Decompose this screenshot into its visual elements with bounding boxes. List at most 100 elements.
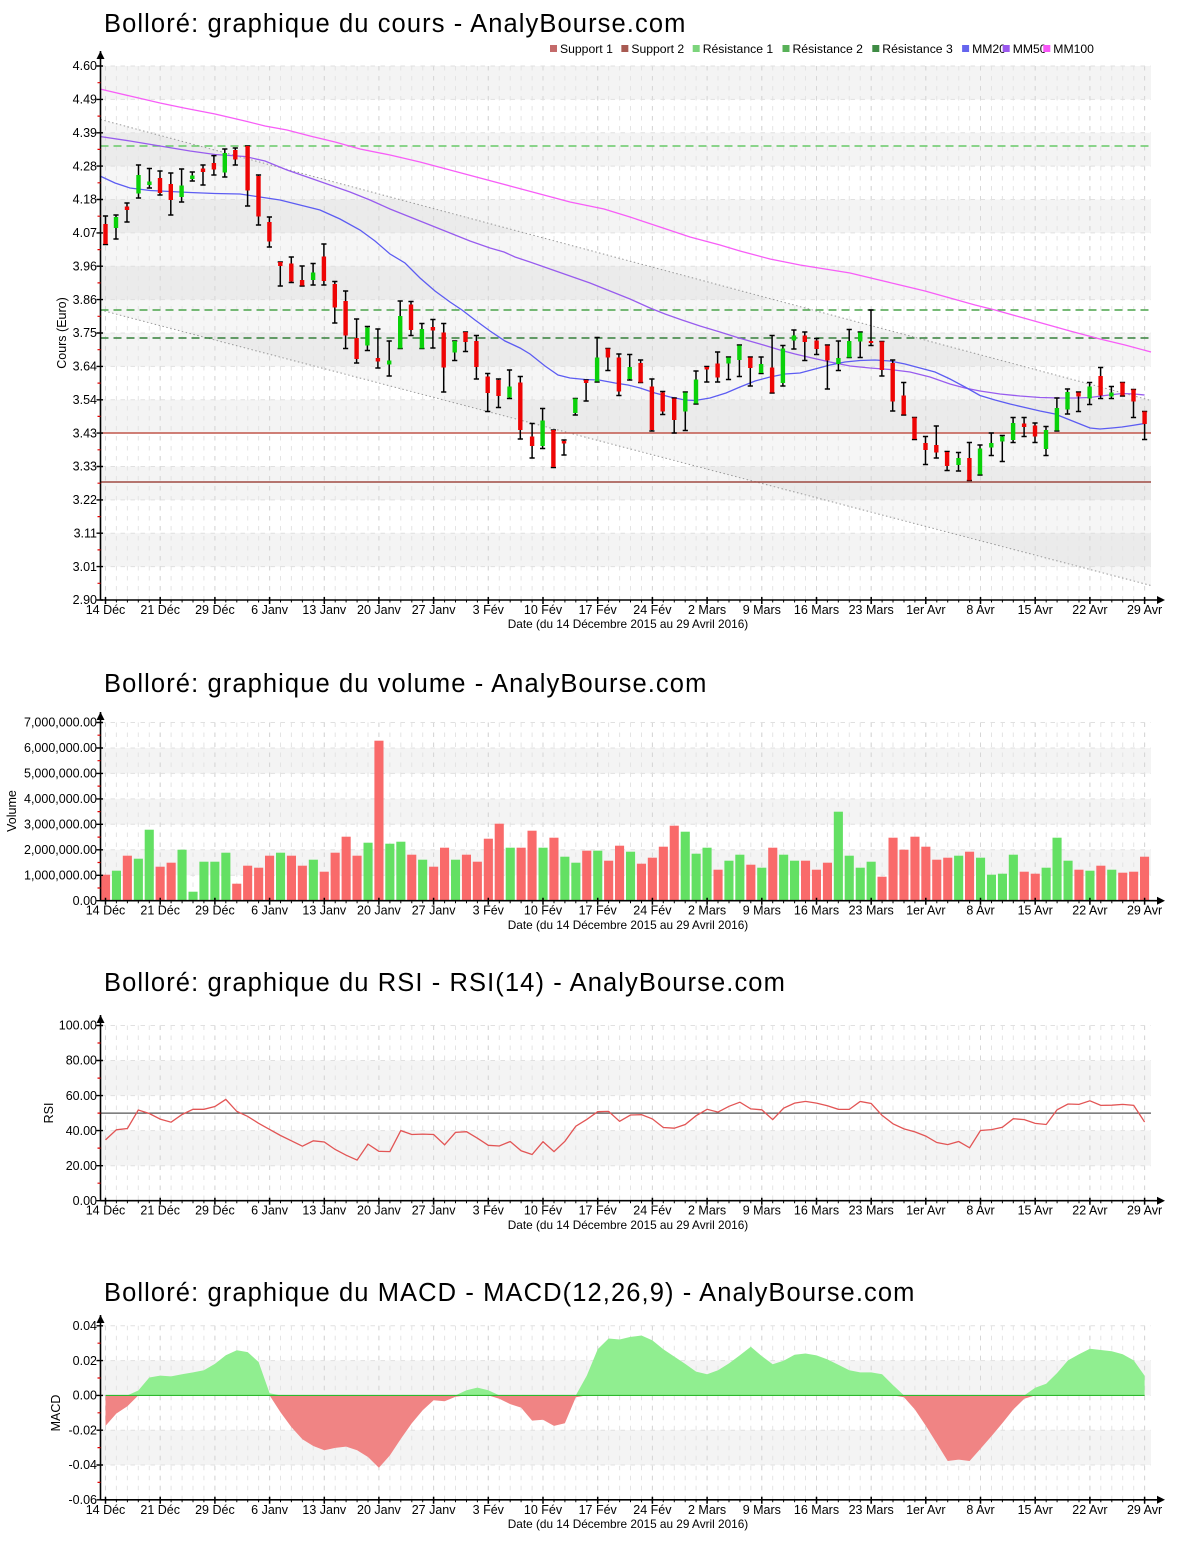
svg-text:21 Déc: 21 Déc [140, 603, 180, 617]
svg-text:14 Déc: 14 Déc [86, 904, 126, 918]
svg-text:Date (du 14 Décembre 2015 au 2: Date (du 14 Décembre 2015 au 29 Avril 20… [508, 918, 749, 932]
svg-text:29 Avr: 29 Avr [1127, 1503, 1162, 1517]
svg-text:23 Mars: 23 Mars [849, 904, 894, 918]
svg-text:5,000,000.00: 5,000,000.00 [24, 767, 97, 781]
svg-text:Volume: Volume [5, 790, 19, 832]
svg-text:40.00: 40.00 [66, 1124, 97, 1138]
svg-text:Résistance 1: Résistance 1 [703, 42, 774, 56]
svg-text:3 Fév: 3 Fév [473, 1204, 505, 1218]
svg-text:29 Avr: 29 Avr [1127, 603, 1162, 617]
svg-text:0.00: 0.00 [73, 1389, 97, 1403]
svg-text:10 Fév: 10 Fév [524, 1503, 563, 1517]
svg-text:2 Mars: 2 Mars [688, 1204, 726, 1218]
svg-text:13 Janv: 13 Janv [302, 603, 347, 617]
svg-text:23 Mars: 23 Mars [849, 1503, 894, 1517]
svg-text:2 Mars: 2 Mars [688, 1503, 726, 1517]
svg-text:27 Janv: 27 Janv [412, 1503, 457, 1517]
svg-text:29 Déc: 29 Déc [195, 904, 235, 918]
svg-text:9 Mars: 9 Mars [743, 603, 781, 617]
svg-text:1,000,000.00: 1,000,000.00 [24, 869, 97, 883]
svg-text:27 Janv: 27 Janv [412, 603, 457, 617]
svg-text:20 Janv: 20 Janv [357, 1204, 402, 1218]
svg-text:14 Déc: 14 Déc [86, 1204, 126, 1218]
svg-text:17 Fév: 17 Fév [579, 1503, 618, 1517]
svg-text:6 Janv: 6 Janv [251, 1204, 289, 1218]
svg-text:Cours (Euro): Cours (Euro) [55, 297, 69, 369]
svg-text:Date (du 14 Décembre 2015 au 2: Date (du 14 Décembre 2015 au 29 Avril 20… [508, 1218, 749, 1232]
svg-text:22 Avr: 22 Avr [1072, 904, 1107, 918]
svg-text:RSI: RSI [42, 1103, 56, 1124]
svg-text:0.00: 0.00 [73, 894, 97, 908]
svg-text:10 Fév: 10 Fév [524, 904, 563, 918]
svg-text:10 Fév: 10 Fév [524, 603, 563, 617]
svg-text:15 Avr: 15 Avr [1018, 904, 1053, 918]
svg-text:2 Mars: 2 Mars [688, 904, 726, 918]
svg-text:Résistance 2: Résistance 2 [793, 42, 864, 56]
svg-text:3.96: 3.96 [73, 259, 97, 273]
svg-text:21 Déc: 21 Déc [140, 904, 180, 918]
svg-text:16 Mars: 16 Mars [794, 603, 839, 617]
svg-text:1er Avr: 1er Avr [906, 904, 945, 918]
svg-text:22 Avr: 22 Avr [1072, 1204, 1107, 1218]
svg-text:-0.02: -0.02 [69, 1423, 98, 1437]
svg-text:9 Mars: 9 Mars [743, 1204, 781, 1218]
svg-text:21 Déc: 21 Déc [140, 1204, 180, 1218]
svg-text:6 Janv: 6 Janv [251, 904, 289, 918]
svg-text:1er Avr: 1er Avr [906, 1204, 945, 1218]
svg-text:20 Janv: 20 Janv [357, 1503, 402, 1517]
svg-text:4.49: 4.49 [73, 93, 97, 107]
svg-text:80.00: 80.00 [66, 1054, 97, 1068]
svg-text:MM100: MM100 [1053, 42, 1094, 56]
svg-text:Résistance 3: Résistance 3 [882, 42, 953, 56]
svg-text:3.54: 3.54 [73, 393, 97, 407]
svg-text:15 Avr: 15 Avr [1018, 1503, 1053, 1517]
svg-text:23 Mars: 23 Mars [849, 1204, 894, 1218]
svg-text:14 Déc: 14 Déc [86, 1503, 126, 1517]
svg-text:29 Avr: 29 Avr [1127, 904, 1162, 918]
svg-text:16 Mars: 16 Mars [794, 1204, 839, 1218]
svg-text:0.00: 0.00 [73, 1194, 97, 1208]
svg-text:24 Fév: 24 Fév [633, 1204, 672, 1218]
svg-text:29 Déc: 29 Déc [195, 1204, 235, 1218]
svg-text:1er Avr: 1er Avr [906, 1503, 945, 1517]
svg-text:15 Avr: 15 Avr [1018, 1204, 1053, 1218]
svg-text:2,000,000.00: 2,000,000.00 [24, 843, 97, 857]
svg-text:17 Fév: 17 Fév [579, 904, 618, 918]
svg-text:13 Janv: 13 Janv [302, 1503, 347, 1517]
svg-text:3 Fév: 3 Fév [473, 603, 505, 617]
svg-text:3.75: 3.75 [73, 326, 97, 340]
svg-text:29 Déc: 29 Déc [195, 1503, 235, 1517]
svg-text:2 Mars: 2 Mars [688, 603, 726, 617]
svg-text:16 Mars: 16 Mars [794, 1503, 839, 1517]
svg-text:17 Fév: 17 Fév [579, 1204, 618, 1218]
svg-text:29 Avr: 29 Avr [1127, 1204, 1162, 1218]
svg-text:-0.04: -0.04 [69, 1458, 98, 1472]
svg-text:20.00: 20.00 [66, 1159, 97, 1173]
svg-text:13 Janv: 13 Janv [302, 1204, 347, 1218]
svg-text:3.64: 3.64 [73, 360, 97, 374]
svg-text:MM50: MM50 [1013, 42, 1047, 56]
svg-text:14 Déc: 14 Déc [86, 603, 126, 617]
svg-text:1er Avr: 1er Avr [906, 603, 945, 617]
svg-text:9 Mars: 9 Mars [743, 904, 781, 918]
svg-text:Support 2: Support 2 [631, 42, 684, 56]
svg-text:3,000,000.00: 3,000,000.00 [24, 818, 97, 832]
svg-text:24 Fév: 24 Fév [633, 603, 672, 617]
svg-text:4.18: 4.18 [73, 193, 97, 207]
svg-text:27 Janv: 27 Janv [412, 1204, 457, 1218]
svg-text:9 Mars: 9 Mars [743, 1503, 781, 1517]
svg-text:20 Janv: 20 Janv [357, 904, 402, 918]
svg-text:Date (du 14 Décembre 2015 au 2: Date (du 14 Décembre 2015 au 29 Avril 20… [508, 617, 749, 631]
svg-text:8 Avr: 8 Avr [966, 603, 994, 617]
svg-text:3 Fév: 3 Fév [473, 1503, 505, 1517]
svg-text:3.22: 3.22 [73, 493, 97, 507]
svg-text:-0.06: -0.06 [69, 1493, 98, 1507]
svg-text:Date (du 14 Décembre 2015 au 2: Date (du 14 Décembre 2015 au 29 Avril 20… [508, 1517, 749, 1531]
svg-text:17 Fév: 17 Fév [579, 603, 618, 617]
svg-text:0.02: 0.02 [73, 1354, 97, 1368]
svg-text:0.04: 0.04 [73, 1319, 97, 1333]
svg-text:6 Janv: 6 Janv [251, 1503, 289, 1517]
svg-text:29 Déc: 29 Déc [195, 603, 235, 617]
svg-text:3.86: 3.86 [73, 293, 97, 307]
svg-text:21 Déc: 21 Déc [140, 1503, 180, 1517]
